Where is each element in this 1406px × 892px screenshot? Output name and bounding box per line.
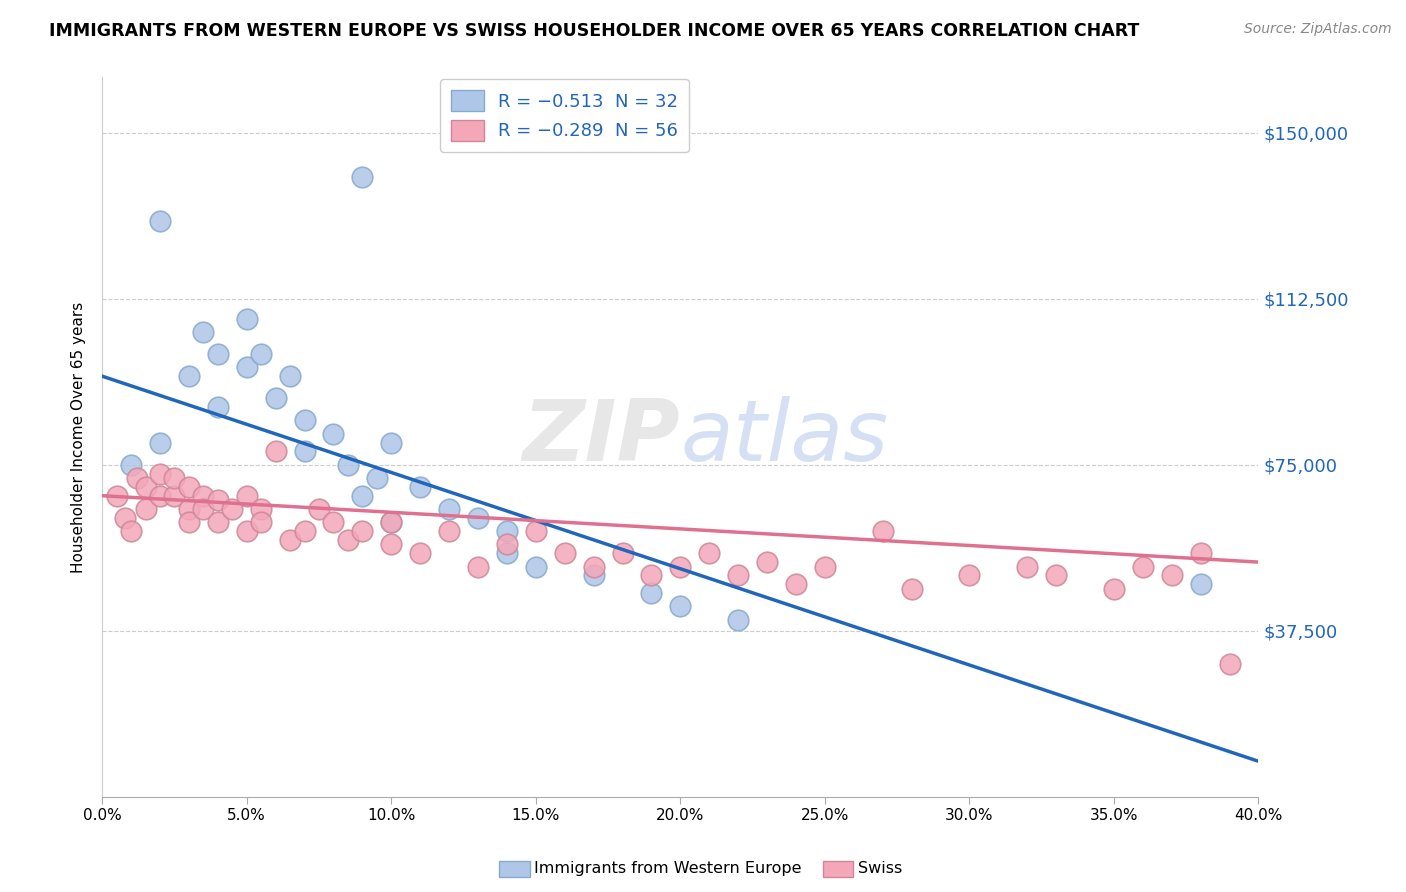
- Legend: R = −0.513  N = 32, R = −0.289  N = 56: R = −0.513 N = 32, R = −0.289 N = 56: [440, 79, 689, 152]
- Point: [785, 577, 807, 591]
- Point: [437, 502, 460, 516]
- Point: [1102, 582, 1125, 596]
- Point: [177, 515, 200, 529]
- Point: [193, 502, 215, 516]
- Point: [496, 537, 519, 551]
- Point: [235, 524, 257, 538]
- Point: [308, 502, 330, 516]
- Point: [467, 559, 489, 574]
- Point: [163, 489, 186, 503]
- Point: [120, 458, 142, 472]
- Text: ZIP: ZIP: [523, 395, 681, 478]
- Point: [582, 568, 605, 582]
- Point: [409, 546, 432, 560]
- Point: [380, 515, 402, 529]
- Point: [554, 546, 576, 560]
- Point: [756, 555, 779, 569]
- Text: Immigrants from Western Europe: Immigrants from Western Europe: [534, 862, 801, 876]
- Point: [582, 559, 605, 574]
- Point: [352, 524, 374, 538]
- Point: [352, 489, 374, 503]
- Point: [496, 546, 519, 560]
- Point: [437, 524, 460, 538]
- Point: [380, 435, 402, 450]
- Point: [697, 546, 720, 560]
- Point: [380, 515, 402, 529]
- Point: [235, 489, 257, 503]
- Point: [207, 400, 229, 414]
- Point: [177, 502, 200, 516]
- Point: [727, 568, 749, 582]
- Point: [322, 426, 344, 441]
- Point: [207, 515, 229, 529]
- Point: [149, 489, 172, 503]
- Point: [250, 347, 273, 361]
- Point: [193, 325, 215, 339]
- Point: [380, 537, 402, 551]
- Point: [294, 524, 316, 538]
- Point: [957, 568, 980, 582]
- Point: [409, 480, 432, 494]
- Point: [467, 511, 489, 525]
- Point: [336, 458, 359, 472]
- Point: [294, 444, 316, 458]
- Point: [1189, 546, 1212, 560]
- Point: [352, 169, 374, 184]
- Point: [177, 369, 200, 384]
- Point: [727, 613, 749, 627]
- Point: [125, 471, 148, 485]
- Point: [612, 546, 634, 560]
- Point: [1160, 568, 1182, 582]
- Point: [193, 489, 215, 503]
- Point: [250, 502, 273, 516]
- Point: [872, 524, 894, 538]
- Point: [1189, 577, 1212, 591]
- Text: IMMIGRANTS FROM WESTERN EUROPE VS SWISS HOUSEHOLDER INCOME OVER 65 YEARS CORRELA: IMMIGRANTS FROM WESTERN EUROPE VS SWISS …: [49, 22, 1140, 40]
- Point: [278, 369, 301, 384]
- Point: [114, 511, 136, 525]
- Point: [640, 586, 662, 600]
- Text: Swiss: Swiss: [858, 862, 901, 876]
- Point: [264, 392, 287, 406]
- Point: [105, 489, 128, 503]
- Point: [322, 515, 344, 529]
- Text: atlas: atlas: [681, 395, 889, 478]
- Point: [1219, 657, 1241, 671]
- Point: [900, 582, 922, 596]
- Point: [177, 480, 200, 494]
- Point: [294, 413, 316, 427]
- Point: [814, 559, 837, 574]
- Point: [149, 435, 172, 450]
- Point: [278, 533, 301, 547]
- Point: [1132, 559, 1154, 574]
- Point: [235, 311, 257, 326]
- Point: [250, 515, 273, 529]
- Point: [221, 502, 243, 516]
- Point: [669, 599, 692, 614]
- Point: [496, 524, 519, 538]
- Point: [135, 502, 157, 516]
- Point: [366, 471, 388, 485]
- Point: [207, 347, 229, 361]
- Y-axis label: Householder Income Over 65 years: Householder Income Over 65 years: [72, 301, 86, 573]
- Point: [120, 524, 142, 538]
- Point: [264, 444, 287, 458]
- Point: [524, 524, 547, 538]
- Point: [207, 493, 229, 508]
- Point: [669, 559, 692, 574]
- Point: [235, 360, 257, 375]
- Point: [336, 533, 359, 547]
- Text: Source: ZipAtlas.com: Source: ZipAtlas.com: [1244, 22, 1392, 37]
- Point: [135, 480, 157, 494]
- Point: [149, 214, 172, 228]
- Point: [640, 568, 662, 582]
- Point: [149, 467, 172, 481]
- Point: [524, 559, 547, 574]
- Point: [1017, 559, 1039, 574]
- Point: [163, 471, 186, 485]
- Point: [1045, 568, 1067, 582]
